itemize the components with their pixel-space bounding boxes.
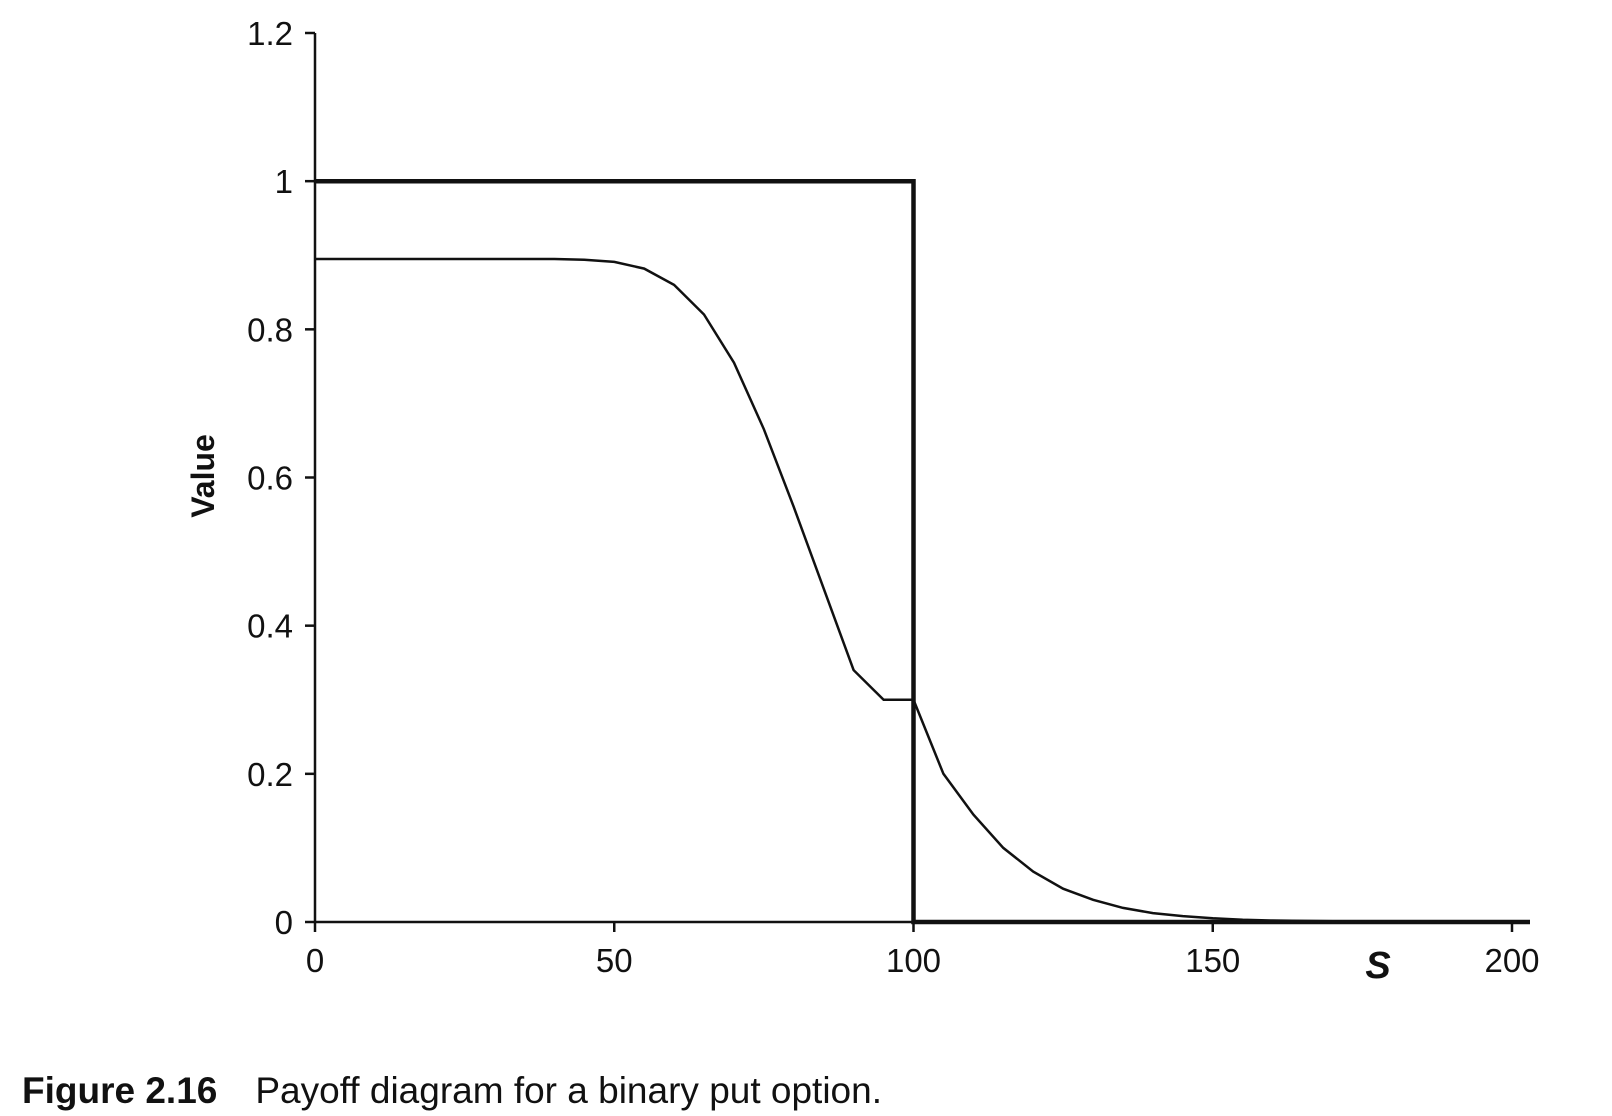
- x-tick-label: 200: [1484, 942, 1539, 979]
- value-curve: [315, 257, 1531, 924]
- y-tick-label: 1.2: [247, 15, 293, 52]
- y-axis-title: Value: [185, 434, 221, 518]
- figure-label: Figure 2.16: [22, 1070, 218, 1111]
- y-axis-ticks: 0 0.2 0.4 0.6 0.8 1 1.2: [247, 15, 315, 941]
- payoff-line: [315, 178, 1530, 925]
- y-tick-label: 0.6: [247, 460, 293, 497]
- figure-caption: Figure 2.16 Payoff diagram for a binary p…: [22, 1070, 882, 1112]
- y-tick-label: 0.8: [247, 311, 293, 348]
- y-tick-label: 0.2: [247, 756, 293, 793]
- figure-caption-text: Payoff diagram for a binary put option.: [255, 1070, 882, 1111]
- series-layer: [315, 178, 1531, 925]
- x-axis-ticks: 0 50 100 150 200: [306, 922, 1540, 979]
- y-tick-label: 0.4: [247, 608, 293, 645]
- axes: [313, 33, 1530, 924]
- y-tick-label: 0: [275, 904, 293, 941]
- x-tick-label: 50: [596, 942, 633, 979]
- x-tick-label: 0: [306, 942, 324, 979]
- payoff-chart: 0 0.2 0.4 0.6 0.8 1 1.2 0 50 100 150 200 Value S: [185, 15, 1540, 987]
- x-tick-label: 100: [886, 942, 941, 979]
- x-tick-label: 150: [1185, 942, 1240, 979]
- x-axis-title: S: [1365, 945, 1390, 987]
- y-tick-label: 1: [275, 163, 293, 200]
